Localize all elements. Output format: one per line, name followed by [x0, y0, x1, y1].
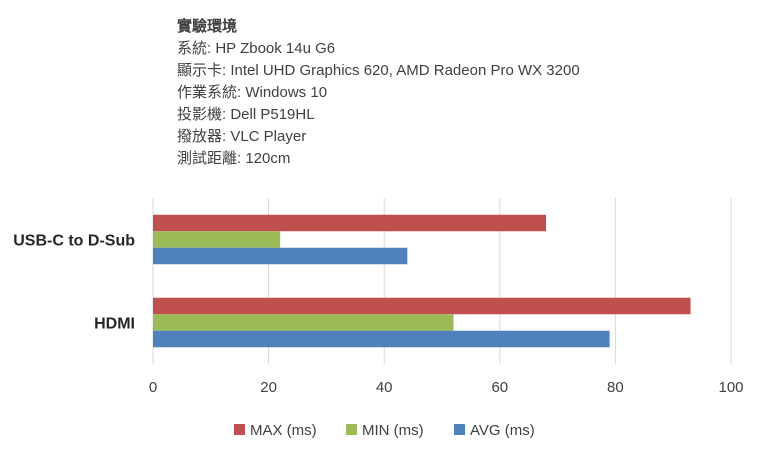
- info-line-gpu: 顯示卡: Intel UHD Graphics 620, AMD Radeon …: [177, 62, 580, 79]
- x-tick-label-3: 60: [491, 379, 508, 396]
- bar-0-1: [153, 231, 281, 248]
- x-tick-label-2: 40: [376, 379, 393, 396]
- category-label-0: USB-C to D-Sub: [13, 233, 135, 250]
- bar-0-0: [153, 214, 547, 232]
- category-label-1: HDMI: [94, 316, 135, 333]
- legend-label-1: MIN (ms): [362, 422, 424, 439]
- x-tick-label-4: 80: [607, 379, 624, 396]
- legend-swatch-1: [346, 424, 357, 435]
- x-tick-label-1: 20: [260, 379, 277, 396]
- info-block: 實驗環境 系統: HP Zbook 14u G6 顯示卡: Intel UHD …: [177, 16, 580, 170]
- info-line-projector: 投影機: Dell P519HL: [177, 106, 315, 123]
- x-tick-label-0: 0: [149, 379, 157, 396]
- legend-swatch-2: [454, 424, 465, 435]
- info-line-player: 撥放器: VLC Player: [177, 128, 307, 145]
- bar-1-2: [153, 330, 610, 348]
- legend-label-0: MAX (ms): [250, 422, 317, 439]
- bar-1-1: [153, 314, 454, 331]
- info-line-distance: 測試距離: 120cm: [177, 150, 291, 167]
- legend-label-2: AVG (ms): [470, 422, 535, 439]
- bar-0-2: [153, 247, 408, 265]
- info-heading: 實驗環境: [177, 18, 238, 35]
- info-line-system: 系統: HP Zbook 14u G6: [177, 40, 336, 57]
- bar-1-0: [153, 297, 691, 315]
- info-line-os: 作業系統: Windows 10: [177, 84, 328, 101]
- legend-swatch-0: [234, 424, 245, 435]
- x-tick-label-5: 100: [718, 379, 743, 396]
